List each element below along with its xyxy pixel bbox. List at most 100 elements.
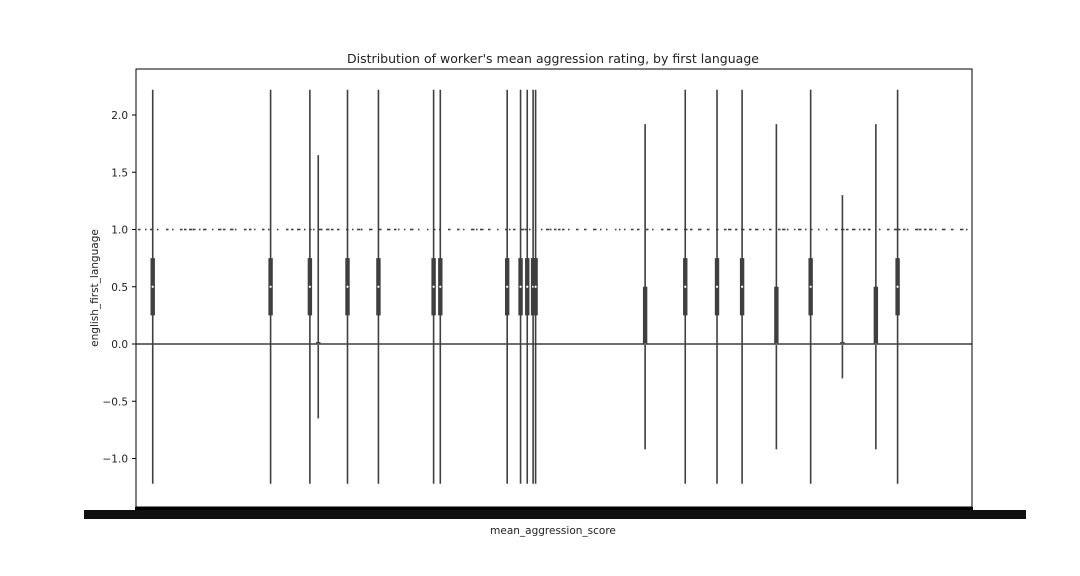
flat-mark-one [439, 228, 441, 231]
flat-mark-one [361, 228, 363, 231]
flat-mark-one [346, 228, 349, 231]
flat-mark-one [661, 228, 664, 231]
flat-mark-one [562, 228, 565, 231]
violin [739, 89, 745, 484]
flat-mark-one [418, 228, 420, 231]
flat-mark-one [724, 228, 727, 231]
flat-mark-one [868, 228, 871, 231]
flat-mark-one [521, 228, 525, 231]
violin [714, 89, 720, 484]
flat-mark-one [818, 228, 820, 231]
flat-mark-one [404, 228, 406, 231]
violin-iqr-box [873, 286, 879, 344]
flat-mark-one [698, 228, 702, 231]
flat-mark-one [433, 228, 436, 231]
flat-mark-one [223, 228, 226, 231]
violin [307, 89, 313, 484]
flat-mark-one [457, 228, 460, 231]
flat-mark-one [427, 228, 429, 231]
flat-mark-one [180, 228, 183, 231]
flat-mark-one [235, 228, 237, 231]
flat-mark-one [935, 228, 937, 231]
violin-median-dot [308, 285, 311, 288]
violin-median-dot [432, 285, 435, 288]
flat-mark-one [505, 228, 507, 231]
flat-mark-one [244, 228, 247, 231]
flat-mark-one [615, 228, 617, 231]
flat-mark-one [448, 228, 451, 231]
flat-mark-one [907, 228, 909, 231]
y-tick-label: −1.0 [103, 454, 129, 466]
flat-mark-one [942, 228, 946, 231]
flat-mark-one [291, 228, 294, 231]
flat-mark-one [728, 228, 732, 231]
flat-mark-one [887, 228, 890, 231]
violin [533, 89, 538, 484]
flat-mark-one [138, 228, 141, 231]
violin-median-dot [439, 285, 442, 288]
flat-mark-one [652, 228, 654, 231]
flat-mark-one [331, 228, 334, 231]
violin-median-dot [715, 285, 719, 288]
flat-mark-one [497, 228, 499, 231]
y-tick-label: 2.0 [111, 110, 128, 122]
flat-mark-one [798, 228, 802, 231]
flat-mark-one [319, 228, 323, 231]
violin-median-dot [526, 285, 529, 288]
flat-mark-one [203, 228, 207, 231]
violin-median-dot [741, 285, 744, 288]
flat-mark-one [749, 228, 752, 231]
flat-mark-one [841, 228, 845, 231]
flat-mark-one [212, 228, 214, 231]
flat-mark-one [387, 228, 391, 231]
violin-iqr-box [774, 286, 779, 344]
flat-mark-one [184, 228, 187, 231]
flat-mark-one [529, 228, 531, 231]
violin-median-dot [684, 285, 687, 288]
flat-mark-one [313, 228, 315, 231]
flat-mark-one [189, 228, 193, 231]
flat-mark-one [509, 228, 511, 231]
x-axis-label: mean_aggression_score [490, 525, 616, 537]
flat-mark-one [690, 228, 693, 231]
flat-mark-one [619, 228, 621, 231]
flat-mark-one [166, 228, 169, 231]
flat-mark-one [675, 228, 678, 231]
flat-mark-one [593, 228, 597, 231]
flat-mark-one [852, 228, 856, 231]
y-tick-label: 1.5 [111, 167, 128, 179]
flat-mark-one [326, 228, 330, 231]
flat-mark-one [304, 228, 306, 231]
flat-mark-one [157, 228, 159, 231]
violin [345, 89, 350, 484]
flat-mark-one [172, 228, 174, 231]
flat-mark-one [778, 228, 781, 231]
flat-mark-one [924, 228, 927, 231]
flat-mark-one [787, 228, 789, 231]
y-tick-label: 1.0 [111, 225, 128, 237]
violin [895, 89, 900, 484]
flat-mark-one [463, 228, 465, 231]
flat-mark-one [199, 228, 201, 231]
flat-mark-one [929, 228, 933, 231]
flat-mark-one [606, 228, 608, 231]
flat-mark-one [150, 228, 153, 231]
y-tick-label: 0.5 [111, 282, 128, 294]
flat-mark-one [249, 228, 252, 231]
flat-mark-one [297, 228, 301, 231]
flat-mark-one [309, 228, 312, 231]
flat-mark-one [262, 228, 265, 231]
flat-mark-one [741, 228, 745, 231]
flat-mark-one [735, 228, 738, 231]
violin-median-dot [346, 285, 349, 288]
violin [525, 89, 530, 484]
flat-mark-one [488, 228, 491, 231]
flat-mark-one [286, 228, 289, 231]
violin-median-dot [151, 285, 154, 288]
flat-mark-one [254, 228, 256, 231]
flat-distribution-layer [136, 228, 972, 345]
flat-mark-one [535, 228, 537, 231]
y-axis-label: english_first_language [89, 229, 101, 347]
violin-median-dot [519, 285, 522, 288]
